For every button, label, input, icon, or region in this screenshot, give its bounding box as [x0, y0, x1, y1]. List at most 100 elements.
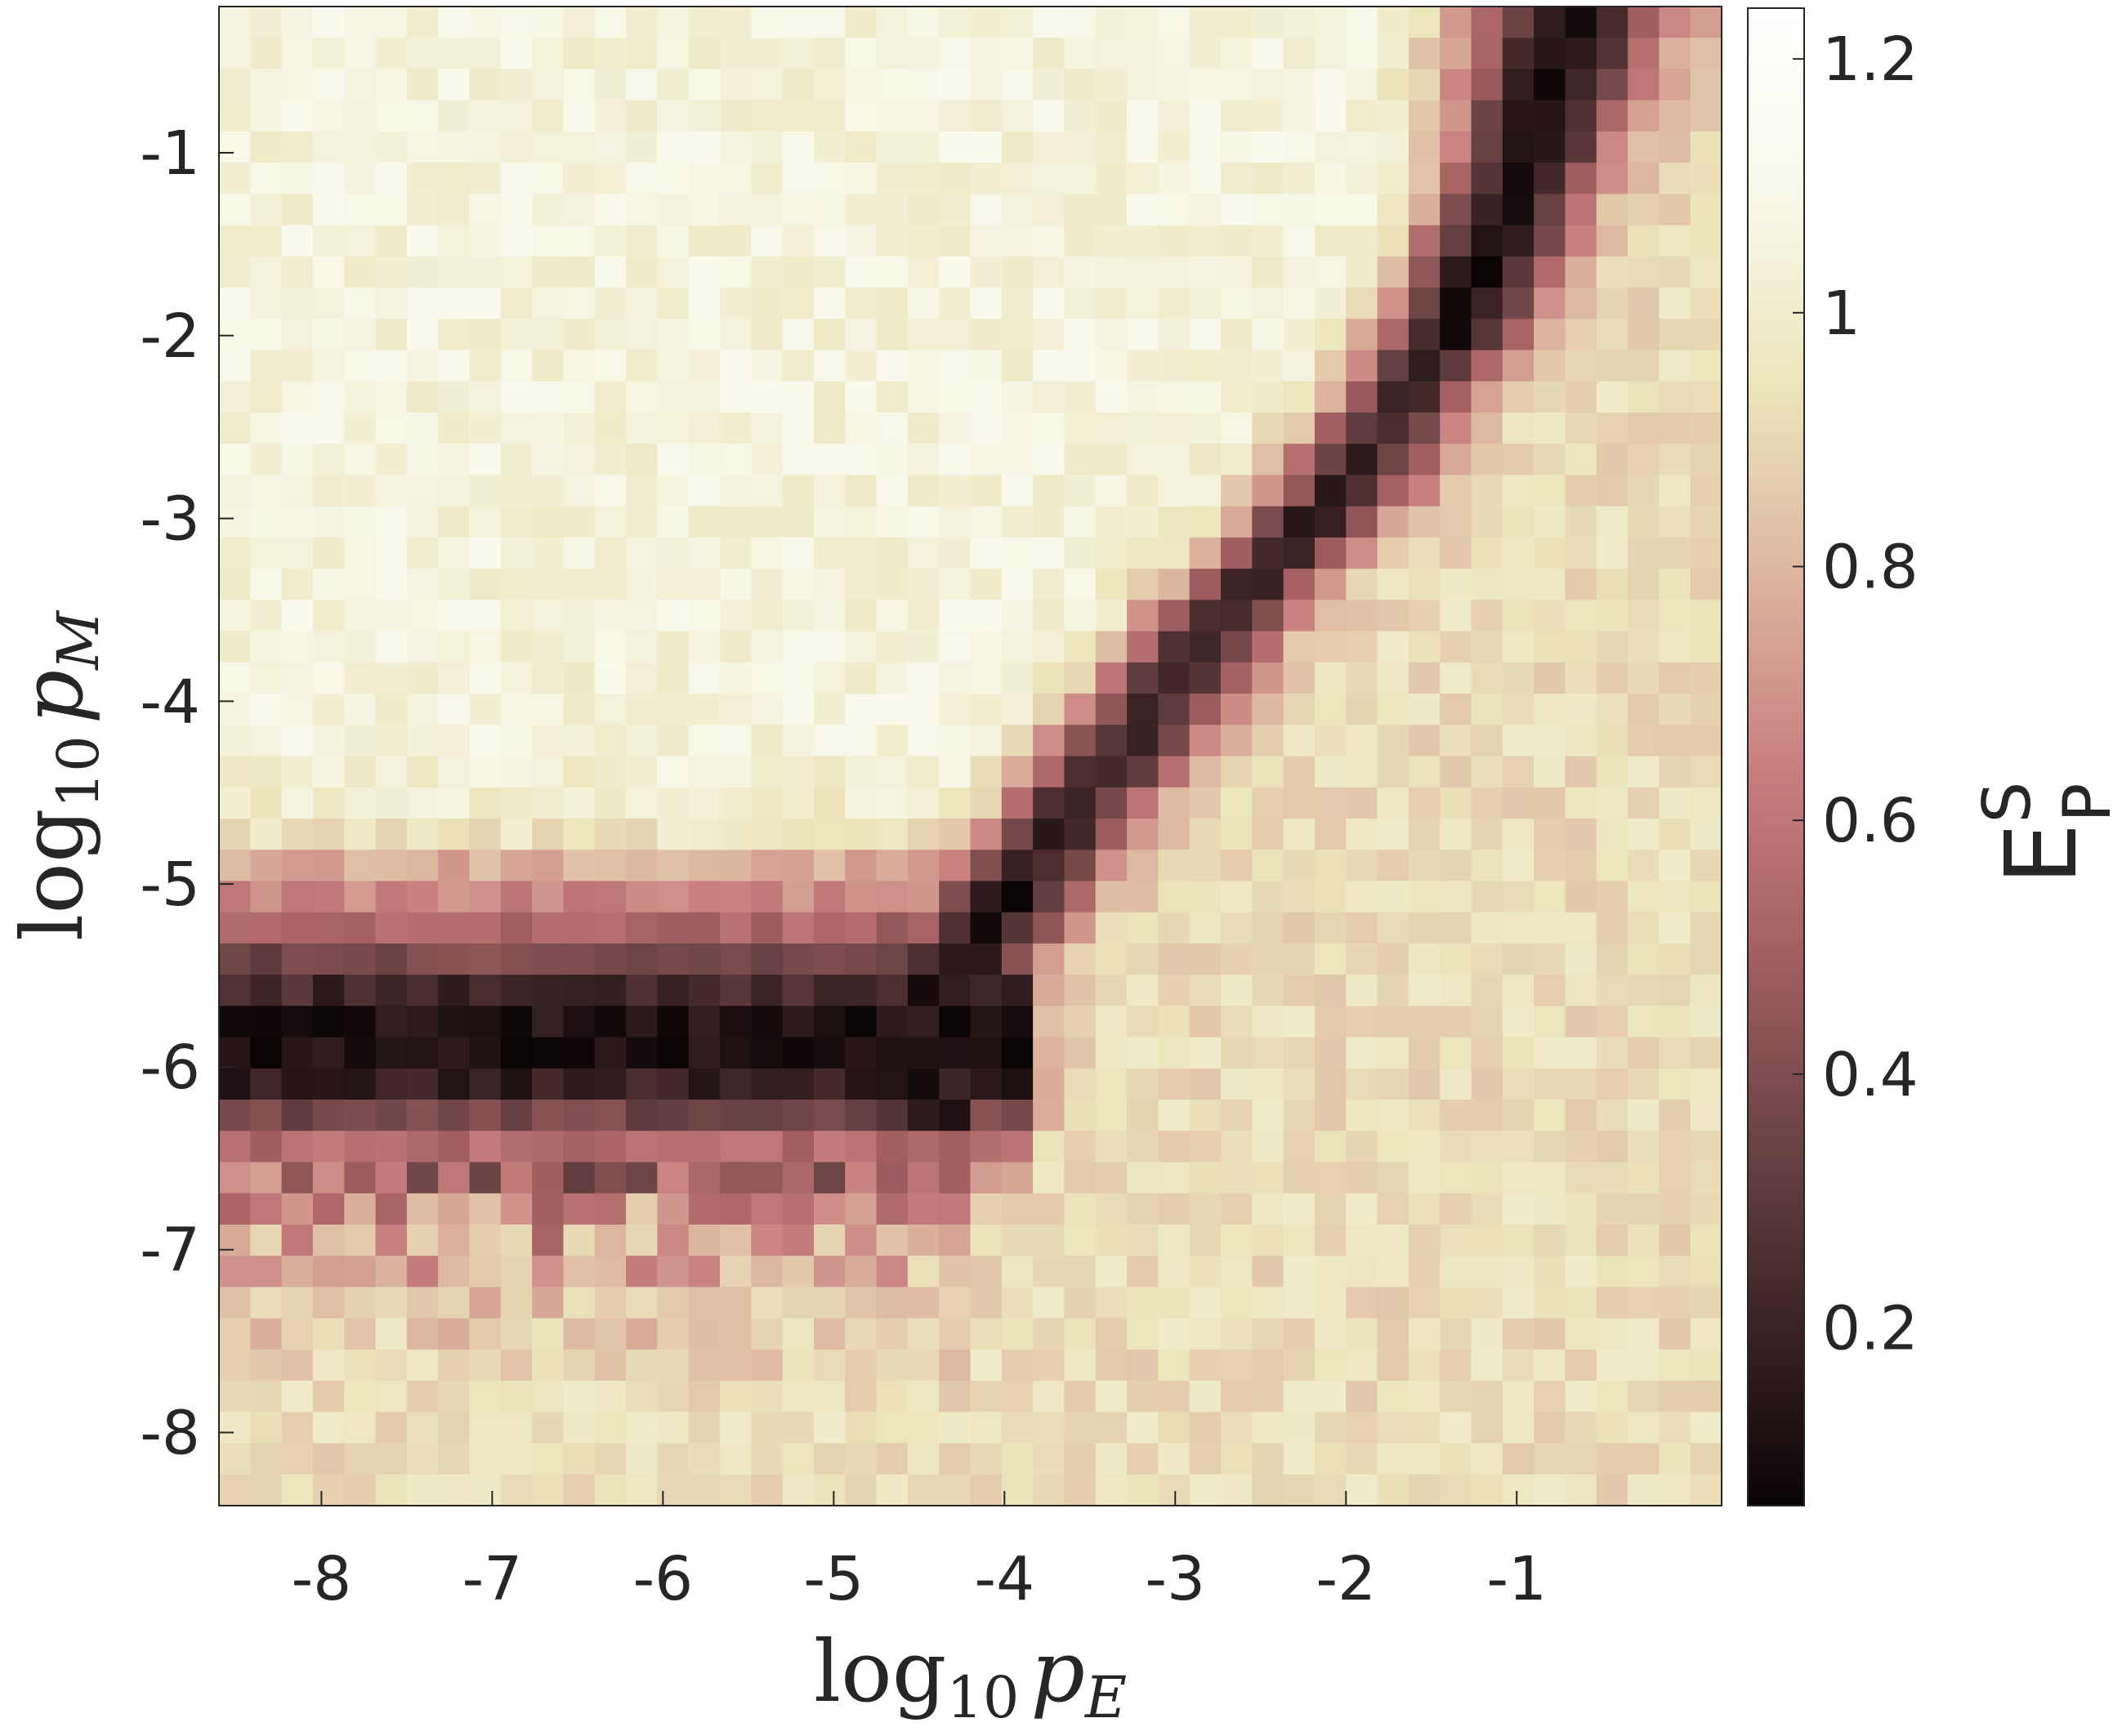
heatmap-cell [939, 100, 972, 132]
heatmap-cell [1001, 38, 1034, 70]
heatmap-cell [1221, 506, 1253, 538]
heatmap-cell [375, 1193, 408, 1225]
heatmap-cell [1565, 256, 1597, 288]
heatmap-cell [500, 787, 533, 819]
heatmap-cell [1189, 600, 1222, 632]
heatmap-cell [1064, 444, 1097, 476]
heatmap-cell [782, 1474, 815, 1506]
heatmap-cell [469, 1318, 502, 1350]
heatmap-cell [438, 662, 471, 694]
heatmap-cell [1252, 1412, 1284, 1444]
heatmap-cell [688, 1100, 721, 1131]
x-axis-label-varsub: E [1083, 1664, 1127, 1731]
heatmap-cell [720, 7, 752, 38]
heatmap-cell [1127, 881, 1159, 913]
heatmap-cell [406, 943, 439, 975]
heatmap-cell [657, 975, 690, 1006]
heatmap-cell [375, 225, 408, 257]
heatmap-cell [469, 100, 502, 132]
heatmap-cell [1659, 69, 1691, 101]
heatmap-cell [500, 256, 533, 288]
heatmap-cell [1095, 412, 1128, 444]
heatmap-cell [657, 1006, 690, 1038]
heatmap-cell [1252, 1224, 1284, 1256]
heatmap-cell [907, 569, 940, 600]
heatmap-cell [1064, 7, 1097, 38]
heatmap-cell [1377, 600, 1409, 632]
heatmap-cell [1659, 694, 1691, 725]
heatmap-cell [1189, 694, 1222, 725]
heatmap-cell [1158, 256, 1191, 288]
heatmap-cell [1440, 1381, 1472, 1412]
heatmap-cell [1565, 818, 1597, 850]
heatmap-cell [438, 256, 471, 288]
heatmap-cell [281, 288, 314, 319]
heatmap-cell [281, 1412, 314, 1444]
heatmap-cell [688, 475, 721, 507]
heatmap-cell [563, 756, 596, 788]
heatmap-cell [1127, 475, 1159, 507]
heatmap-cell [250, 225, 283, 257]
heatmap-cell [1440, 943, 1472, 975]
heatmap-cell [375, 1443, 408, 1475]
heatmap-cell [594, 1193, 627, 1225]
heatmap-cell [1346, 1037, 1378, 1069]
heatmap-cell [344, 725, 377, 757]
heatmap-cell [813, 38, 846, 70]
heatmap-cell [1659, 506, 1691, 538]
heatmap-cell [720, 256, 752, 288]
heatmap-cell [688, 1068, 721, 1100]
heatmap-cell [657, 1474, 690, 1506]
heatmap-cell [219, 1318, 251, 1350]
heatmap-cell [1502, 1131, 1535, 1163]
x-tick-label: -5 [803, 1544, 864, 1614]
heatmap-cell [1408, 69, 1441, 101]
heatmap-cell [250, 1006, 283, 1038]
heatmap-cell [1314, 1349, 1347, 1381]
heatmap-cell [1346, 319, 1378, 351]
heatmap-cell [219, 1474, 251, 1506]
heatmap-cell [344, 631, 377, 663]
heatmap-cell [1471, 69, 1503, 101]
heatmap-cell [1127, 850, 1159, 882]
heatmap-cell [406, 256, 439, 288]
heatmap-cell [438, 1287, 471, 1319]
heatmap-cell [1158, 975, 1191, 1006]
heatmap-cell [720, 1443, 752, 1475]
heatmap-cell [720, 787, 752, 819]
heatmap-cell [344, 912, 377, 944]
heatmap-cell [344, 881, 377, 913]
heatmap-cell [1628, 288, 1660, 319]
heatmap-cell [1095, 1131, 1128, 1163]
heatmap-cell [1314, 475, 1347, 507]
heatmap-cell [688, 631, 721, 663]
heatmap-cell [1127, 1037, 1159, 1069]
heatmap-cell [1471, 38, 1503, 70]
heatmap-cell [1221, 194, 1253, 226]
heatmap-cell [1408, 1381, 1441, 1412]
heatmap-cell [1408, 131, 1441, 163]
heatmap-cell [1001, 1162, 1034, 1194]
heatmap-cell [375, 756, 408, 788]
heatmap-cell [469, 1006, 502, 1038]
colorbar-tick-label: 0.2 [1822, 1294, 1919, 1364]
heatmap-cell [845, 194, 878, 226]
heatmap-cell [1377, 537, 1409, 569]
heatmap-cell [281, 7, 314, 38]
heatmap-cell [375, 194, 408, 226]
heatmap-cell [1283, 69, 1316, 101]
heatmap-cell [375, 943, 408, 975]
heatmap-cell [532, 1287, 565, 1319]
heatmap-cell [1534, 225, 1566, 257]
heatmap-cell [907, 412, 940, 444]
heatmap-cell [1408, 256, 1441, 288]
heatmap-cell [469, 1256, 502, 1287]
heatmap-cell [500, 350, 533, 382]
heatmap-cell [1283, 7, 1316, 38]
heatmap-cell [907, 631, 940, 663]
heatmap-cell [720, 1349, 752, 1381]
heatmap-cell [1033, 850, 1065, 882]
heatmap-cell [1440, 163, 1472, 194]
heatmap-cell [406, 381, 439, 413]
